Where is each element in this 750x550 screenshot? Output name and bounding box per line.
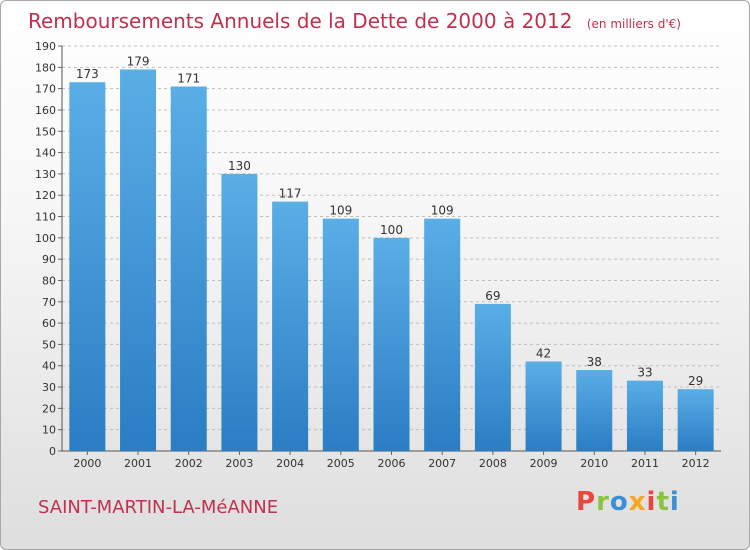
bar bbox=[626, 380, 663, 451]
x-tick-label: 2005 bbox=[327, 457, 355, 470]
brand-logo: Proxiti bbox=[576, 487, 680, 517]
y-tick-label: 170 bbox=[35, 83, 56, 96]
bar bbox=[221, 173, 258, 452]
data-label: 179 bbox=[127, 54, 150, 68]
data-label: 33 bbox=[637, 366, 652, 380]
bar bbox=[576, 370, 613, 451]
bar bbox=[120, 69, 157, 452]
y-tick-label: 10 bbox=[42, 424, 56, 437]
bar bbox=[424, 218, 461, 451]
y-tick-label: 30 bbox=[42, 381, 56, 394]
bar bbox=[322, 218, 359, 451]
x-tick-label: 2004 bbox=[276, 457, 304, 470]
bar bbox=[677, 389, 714, 451]
data-label: 173 bbox=[76, 67, 99, 81]
x-tick-label: 2006 bbox=[378, 457, 406, 470]
y-tick-label: 190 bbox=[35, 40, 56, 53]
chart-title: Remboursements Annuels de la Dette de 20… bbox=[28, 9, 681, 33]
y-tick-label: 20 bbox=[42, 402, 56, 415]
bar bbox=[474, 303, 511, 451]
brand-letter: o bbox=[609, 487, 629, 517]
data-label: 42 bbox=[536, 346, 551, 360]
commune-name: SAINT-MARTIN-LA-MéANNE bbox=[38, 497, 279, 518]
data-label: 171 bbox=[177, 72, 200, 86]
y-tick-label: 60 bbox=[42, 317, 56, 330]
bar bbox=[525, 361, 562, 451]
data-label: 29 bbox=[688, 374, 703, 388]
brand-letter: r bbox=[596, 487, 610, 517]
bar bbox=[170, 86, 207, 451]
data-label: 38 bbox=[587, 355, 602, 369]
y-tick-label: 110 bbox=[35, 211, 56, 224]
data-label: 69 bbox=[485, 289, 500, 303]
x-tick-label: 2009 bbox=[530, 457, 558, 470]
brand-letter: t bbox=[656, 487, 670, 517]
brand-letter: i bbox=[646, 487, 657, 517]
y-tick-label: 100 bbox=[35, 232, 56, 245]
data-label: 130 bbox=[228, 159, 251, 173]
x-tick-label: 2007 bbox=[428, 457, 456, 470]
x-tick-label: 2000 bbox=[73, 457, 101, 470]
x-tick-label: 2003 bbox=[225, 457, 253, 470]
x-tick-label: 2008 bbox=[479, 457, 507, 470]
brand-letter: i bbox=[669, 487, 680, 517]
y-tick-label: 90 bbox=[42, 253, 56, 266]
x-tick-label: 2011 bbox=[631, 457, 659, 470]
bar bbox=[272, 201, 309, 451]
x-tick-label: 2002 bbox=[175, 457, 203, 470]
bar bbox=[69, 82, 106, 451]
y-tick-label: 150 bbox=[35, 125, 56, 138]
y-tick-label: 180 bbox=[35, 61, 56, 74]
data-label: 100 bbox=[380, 223, 403, 237]
data-label: 109 bbox=[329, 204, 352, 218]
y-tick-label: 50 bbox=[42, 338, 56, 351]
x-tick-label: 2012 bbox=[682, 457, 710, 470]
y-tick-label: 120 bbox=[35, 189, 56, 202]
x-tick-label: 2010 bbox=[580, 457, 608, 470]
chart-subtitle: (en milliers d'€) bbox=[586, 17, 681, 31]
data-label: 109 bbox=[431, 204, 454, 218]
y-tick-label: 160 bbox=[35, 104, 56, 117]
y-tick-label: 40 bbox=[42, 360, 56, 373]
bar bbox=[373, 237, 410, 451]
data-label: 117 bbox=[279, 187, 302, 201]
x-tick-label: 2001 bbox=[124, 457, 152, 470]
y-tick-label: 140 bbox=[35, 147, 56, 160]
brand-letter: x bbox=[628, 487, 647, 517]
chart-title-text: Remboursements Annuels de la Dette de 20… bbox=[28, 9, 573, 33]
brand-letter: P bbox=[576, 487, 597, 517]
y-tick-label: 130 bbox=[35, 168, 56, 181]
y-tick-label: 0 bbox=[49, 445, 56, 458]
y-tick-label: 70 bbox=[42, 296, 56, 309]
y-tick-label: 80 bbox=[42, 274, 56, 287]
